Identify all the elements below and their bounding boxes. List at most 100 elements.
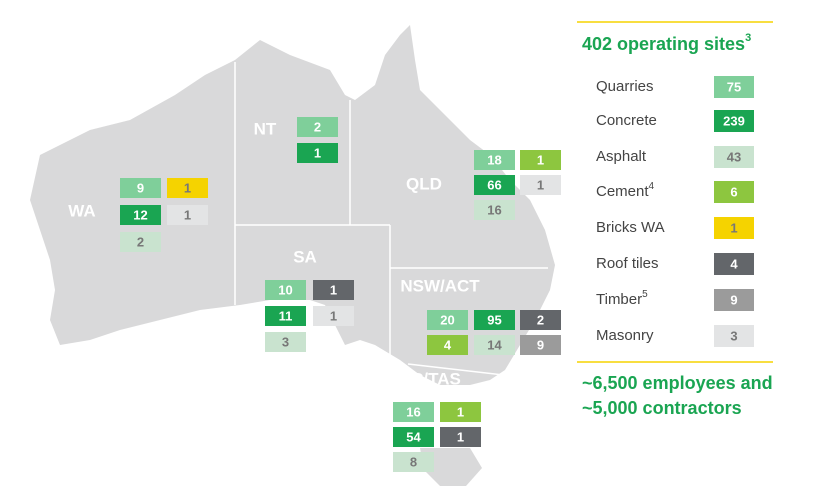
value-label: 95 [487, 312, 501, 327]
contractors: ~5,000 contractors [582, 398, 742, 418]
legend-text: Bricks WA [596, 219, 665, 236]
value-label: 1 [457, 429, 464, 444]
value-label: 3 [282, 334, 289, 349]
value-box [520, 150, 561, 170]
value-box [265, 280, 306, 300]
value-label: 3 [730, 328, 737, 343]
map [30, 25, 555, 486]
value-label: 2 [314, 119, 321, 134]
value-label: 9 [537, 337, 544, 352]
value-label: 2 [537, 312, 544, 327]
value-box [393, 452, 434, 472]
region-name: SA [293, 247, 317, 266]
value-box [427, 310, 468, 330]
value-box [440, 427, 481, 447]
value-box [440, 402, 481, 422]
value-box [714, 181, 754, 203]
region-name: QLD [406, 174, 442, 193]
legend-label: Timber5 [596, 289, 648, 308]
value-label: 2 [137, 234, 144, 249]
value-box [520, 335, 561, 355]
value-label: 9 [730, 292, 737, 307]
region-name: WA [68, 201, 95, 220]
value-label: 16 [487, 202, 501, 217]
value-box [167, 205, 208, 225]
value-box [474, 200, 515, 220]
value-label: 66 [487, 177, 501, 192]
value-label: 6 [730, 184, 737, 199]
value-box [120, 178, 161, 198]
value-box [474, 310, 515, 330]
value-box [520, 310, 561, 330]
legend-label: Cement4 [596, 181, 655, 200]
legend-text: Concrete [596, 112, 657, 129]
value-box [427, 335, 468, 355]
value-label: 1 [184, 207, 191, 222]
legend-label: Asphalt [596, 148, 647, 165]
legend-text: Timber [596, 291, 642, 308]
value-box [474, 150, 515, 170]
value-box [714, 325, 754, 347]
value-box [474, 175, 515, 195]
legend-text: Quarries [596, 78, 654, 95]
value-label: 1 [314, 145, 321, 160]
legend-label: Quarries [596, 78, 654, 95]
value-box [297, 117, 338, 137]
value-label: 1 [537, 177, 544, 192]
value-label: 16 [406, 404, 420, 419]
value-box [393, 402, 434, 422]
value-box [714, 110, 754, 132]
region-name: VIC/TAS [395, 369, 461, 388]
value-label: 14 [487, 337, 502, 352]
mainland [30, 25, 555, 385]
tasmania [420, 448, 482, 486]
value-label: 8 [410, 454, 417, 469]
value-box [393, 427, 434, 447]
value-box [714, 289, 754, 311]
value-label: 4 [444, 337, 452, 352]
value-label: 9 [137, 180, 144, 195]
value-label: 10 [278, 282, 292, 297]
value-box [714, 217, 754, 239]
value-box [167, 178, 208, 198]
value-label: 1 [730, 220, 737, 235]
value-box [520, 175, 561, 195]
value-box [265, 306, 306, 326]
value-label: 4 [730, 256, 738, 271]
value-box [297, 143, 338, 163]
value-label: 18 [487, 152, 501, 167]
value-label: 43 [727, 149, 741, 164]
value-label: 1 [184, 180, 191, 195]
value-box [714, 146, 754, 168]
value-box [120, 232, 161, 252]
value-box [265, 332, 306, 352]
legend-label: Masonry [596, 327, 654, 344]
value-box [714, 76, 754, 98]
value-label: 1 [330, 308, 337, 323]
region-name: NSW/ACT [400, 276, 480, 295]
value-box [714, 253, 754, 275]
legend-label: Roof tiles [596, 255, 659, 272]
value-label: 12 [133, 207, 147, 222]
value-label: 1 [457, 404, 464, 419]
region-name: NT [254, 119, 277, 138]
legend-text: Masonry [596, 327, 654, 344]
value-box [474, 335, 515, 355]
value-box [313, 306, 354, 326]
value-box [313, 280, 354, 300]
value-label: 54 [406, 429, 421, 444]
state-borders [234, 62, 548, 377]
value-label: 239 [723, 113, 745, 128]
legend-text: Roof tiles [596, 255, 659, 272]
sites-title: 402 operating sites3 [582, 32, 751, 54]
value-label: 11 [279, 308, 293, 323]
legend-note: 4 [649, 181, 655, 192]
value-label: 75 [727, 79, 741, 94]
legend-text: Asphalt [596, 148, 647, 165]
legend-label: Concrete [596, 112, 657, 129]
value-box [120, 205, 161, 225]
value-label: 1 [537, 152, 544, 167]
legend-label: Bricks WA [596, 219, 665, 236]
employees: ~6,500 employees and [582, 373, 773, 393]
